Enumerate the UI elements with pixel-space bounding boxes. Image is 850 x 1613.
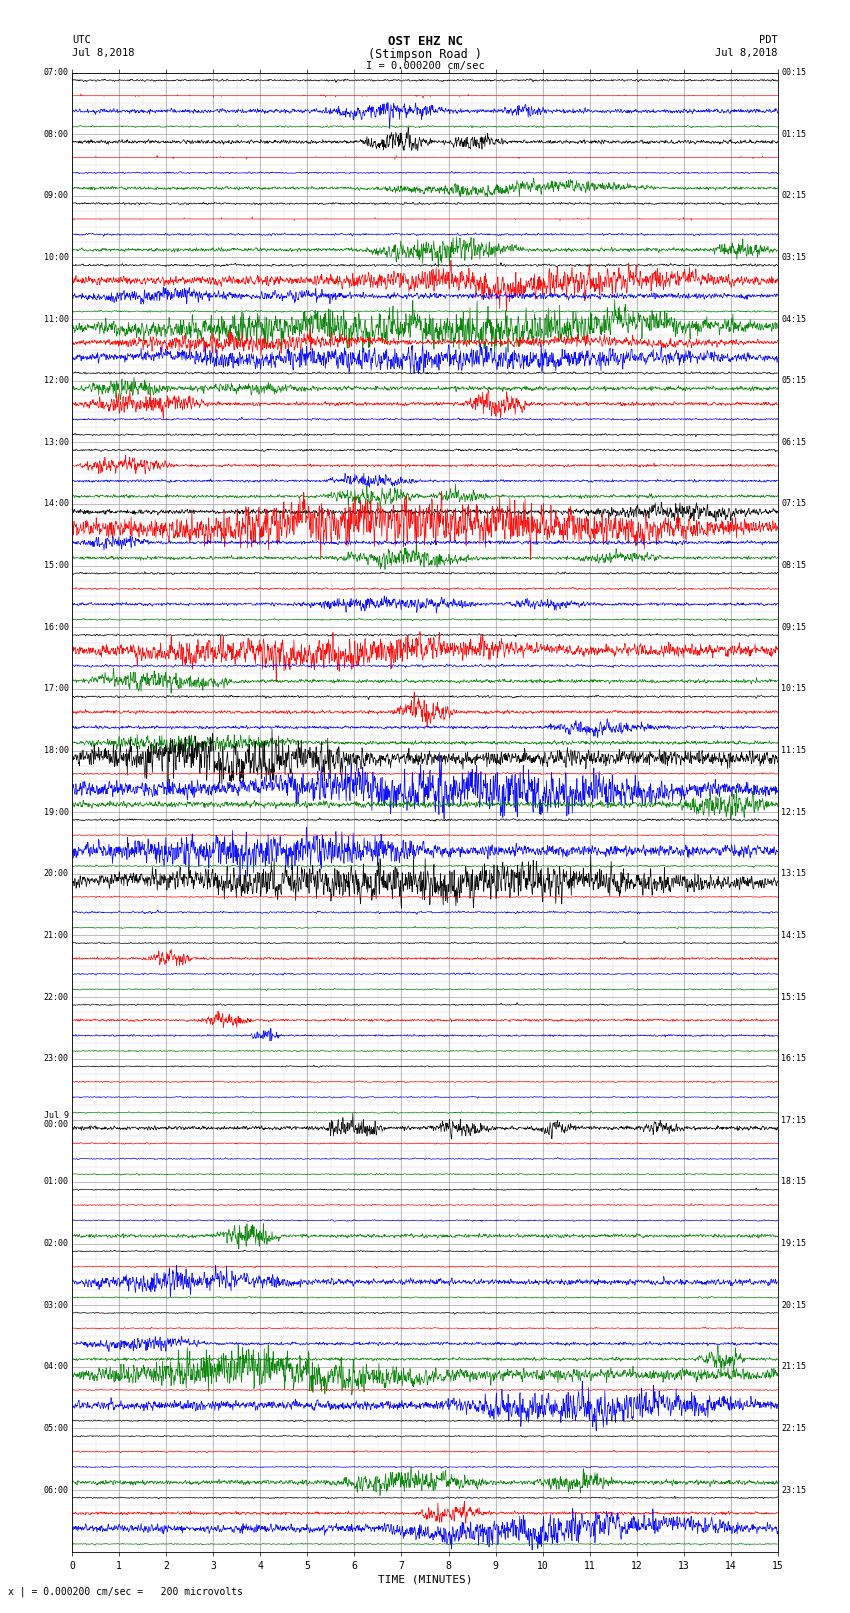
Text: 10:15: 10:15 xyxy=(781,684,807,694)
Text: (Stimpson Road ): (Stimpson Road ) xyxy=(368,48,482,61)
Text: 04:15: 04:15 xyxy=(781,315,807,324)
Text: 17:15: 17:15 xyxy=(781,1116,807,1124)
Text: 17:00: 17:00 xyxy=(43,684,69,694)
Text: 19:00: 19:00 xyxy=(43,808,69,816)
Text: Jul 8,2018: Jul 8,2018 xyxy=(72,48,135,58)
Text: 09:15: 09:15 xyxy=(781,623,807,632)
Text: 04:00: 04:00 xyxy=(43,1363,69,1371)
Text: Jul 8,2018: Jul 8,2018 xyxy=(715,48,778,58)
Text: 18:15: 18:15 xyxy=(781,1177,807,1187)
Text: 07:00: 07:00 xyxy=(43,68,69,77)
Text: 03:00: 03:00 xyxy=(43,1300,69,1310)
Text: 15:15: 15:15 xyxy=(781,992,807,1002)
Text: 13:00: 13:00 xyxy=(43,437,69,447)
Text: 12:00: 12:00 xyxy=(43,376,69,386)
X-axis label: TIME (MINUTES): TIME (MINUTES) xyxy=(377,1574,473,1586)
Text: 23:15: 23:15 xyxy=(781,1486,807,1495)
Text: PDT: PDT xyxy=(759,35,778,45)
Text: 21:15: 21:15 xyxy=(781,1363,807,1371)
Text: 20:00: 20:00 xyxy=(43,869,69,877)
Text: 14:15: 14:15 xyxy=(781,931,807,940)
Text: 02:15: 02:15 xyxy=(781,192,807,200)
Text: Jul 9: Jul 9 xyxy=(43,1111,69,1121)
Text: 20:15: 20:15 xyxy=(781,1300,807,1310)
Text: 22:00: 22:00 xyxy=(43,992,69,1002)
Text: 05:00: 05:00 xyxy=(43,1424,69,1432)
Text: OST EHZ NC: OST EHZ NC xyxy=(388,35,462,48)
Text: 08:00: 08:00 xyxy=(43,129,69,139)
Text: 06:15: 06:15 xyxy=(781,437,807,447)
Text: 11:15: 11:15 xyxy=(781,747,807,755)
Text: 03:15: 03:15 xyxy=(781,253,807,261)
Text: 08:15: 08:15 xyxy=(781,561,807,569)
Text: 01:00: 01:00 xyxy=(43,1177,69,1187)
Text: 12:15: 12:15 xyxy=(781,808,807,816)
Text: 18:00: 18:00 xyxy=(43,747,69,755)
Text: 11:00: 11:00 xyxy=(43,315,69,324)
Text: 21:00: 21:00 xyxy=(43,931,69,940)
Text: 16:15: 16:15 xyxy=(781,1055,807,1063)
Text: 16:00: 16:00 xyxy=(43,623,69,632)
Text: 00:15: 00:15 xyxy=(781,68,807,77)
Text: 00:00: 00:00 xyxy=(43,1121,69,1129)
Text: UTC: UTC xyxy=(72,35,91,45)
Text: 14:00: 14:00 xyxy=(43,500,69,508)
Text: 23:00: 23:00 xyxy=(43,1055,69,1063)
Text: 06:00: 06:00 xyxy=(43,1486,69,1495)
Text: I = 0.000200 cm/sec: I = 0.000200 cm/sec xyxy=(366,61,484,71)
Text: 07:15: 07:15 xyxy=(781,500,807,508)
Text: 10:00: 10:00 xyxy=(43,253,69,261)
Text: 15:00: 15:00 xyxy=(43,561,69,569)
Text: x | = 0.000200 cm/sec =   200 microvolts: x | = 0.000200 cm/sec = 200 microvolts xyxy=(8,1586,243,1597)
Text: 19:15: 19:15 xyxy=(781,1239,807,1248)
Text: 02:00: 02:00 xyxy=(43,1239,69,1248)
Text: 09:00: 09:00 xyxy=(43,192,69,200)
Text: 22:15: 22:15 xyxy=(781,1424,807,1432)
Text: 01:15: 01:15 xyxy=(781,129,807,139)
Text: 05:15: 05:15 xyxy=(781,376,807,386)
Text: 13:15: 13:15 xyxy=(781,869,807,877)
